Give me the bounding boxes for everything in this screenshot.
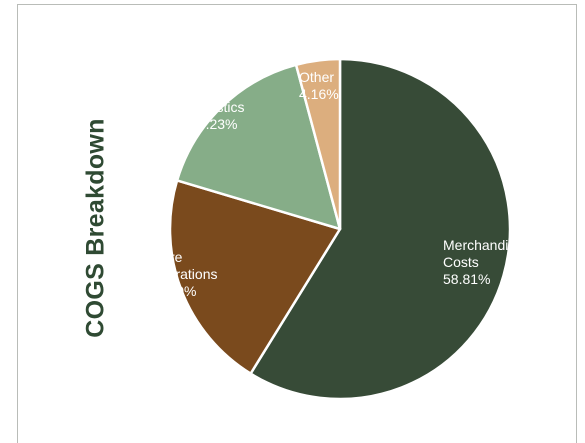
pie-slice-logistics[interactable] xyxy=(175,63,342,231)
pie-slice-other[interactable] xyxy=(294,57,342,231)
slice-label-logistics: Logistics 16.23% xyxy=(190,99,244,132)
pie-slice-merchandise-costs[interactable] xyxy=(249,57,512,401)
slice-label-other: Other 4.16% xyxy=(299,69,339,102)
slice-label-merchandise-costs: Merchandise... Costs 58.81% xyxy=(443,237,535,287)
pie-slice-store-operations[interactable] xyxy=(168,179,342,375)
slice-label-store-operations: Store Operations 20.80% xyxy=(149,249,217,299)
